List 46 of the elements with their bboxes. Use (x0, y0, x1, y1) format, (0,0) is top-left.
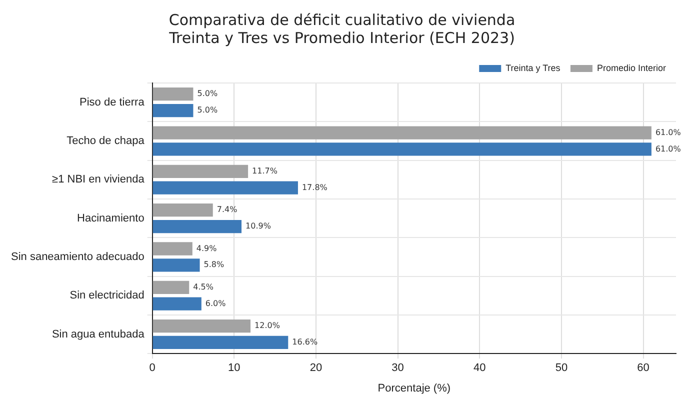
bar (152, 181, 298, 194)
x-axis-title: Porcentaje (%) (378, 382, 451, 394)
y-tick-label: Sin saneamiento adecuado (10, 250, 144, 263)
y-tick-label: ≥1 NBI en vivienda (52, 174, 146, 186)
y-tick-label: Piso de tierra (80, 96, 146, 108)
bar (152, 336, 288, 350)
chart-title: Comparativa de déficit cualitativo de vivienda Treinta y Tres vs Promedio Interior (ECH 2023) (168, 10, 516, 47)
data-label: 61.0% (655, 144, 682, 154)
data-label: 10.9% (246, 222, 272, 231)
data-label: 5.0% (197, 89, 218, 98)
legend-label: Promedio Interior (596, 62, 666, 73)
data-label: 4.5% (193, 282, 214, 292)
x-tick-label: 10 (228, 362, 240, 374)
y-tick-label: Hacinamiento (77, 212, 144, 224)
y-tick-label: Techo de chapa (66, 135, 146, 148)
bar (152, 126, 652, 140)
bar (152, 204, 213, 217)
bar (152, 164, 248, 178)
data-label: 12.0% (254, 321, 280, 330)
x-tick-label: 0 (149, 362, 156, 374)
bar (152, 319, 251, 333)
bar (152, 104, 194, 118)
x-tick-label: 30 (392, 362, 404, 374)
data-label: 6.0% (205, 298, 226, 308)
bar (152, 280, 190, 294)
bar (152, 142, 652, 156)
x-tick-label: 40 (473, 362, 486, 374)
x-tick-label: 20 (310, 362, 322, 374)
bar (152, 258, 200, 272)
bar (152, 220, 242, 234)
x-tick-label: 60 (637, 362, 650, 374)
data-label: 17.8% (302, 182, 328, 192)
data-label: 5.0% (197, 106, 218, 115)
y-tick-label: Sin agua entubada (52, 328, 146, 340)
x-tick-label: 50 (555, 362, 568, 374)
y-tick-label: Sin electricidad (70, 290, 144, 302)
data-label: 4.9% (196, 244, 218, 253)
data-label: 7.4% (216, 205, 238, 214)
legend-label: Treinta y Tres (506, 62, 561, 73)
data-label: 61.0% (655, 128, 682, 137)
bar (152, 242, 192, 256)
data-label: 16.6% (292, 338, 318, 347)
bar (152, 88, 194, 101)
data-label: 5.8% (204, 260, 224, 270)
bar (152, 297, 202, 310)
data-label: 11.7% (252, 166, 278, 176)
